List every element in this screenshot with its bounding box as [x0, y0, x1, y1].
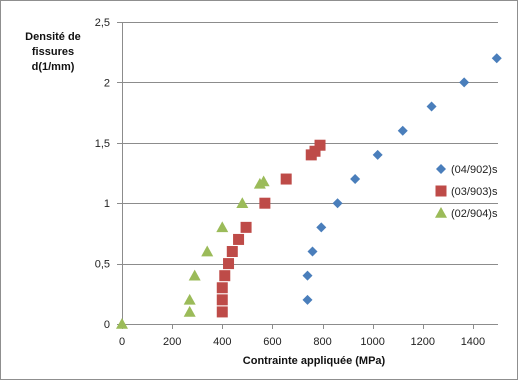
data-point-square	[309, 145, 321, 157]
series-3	[116, 175, 270, 329]
y-axis-label: Densité de fissures d(1/mm)	[12, 30, 94, 75]
x-tick-label: 800	[313, 336, 331, 348]
data-point-diamond	[426, 101, 437, 112]
data-point-triangle	[201, 245, 214, 257]
data-point-diamond	[302, 270, 313, 281]
axes	[117, 22, 498, 329]
y-axis-label-line-2: fissures	[31, 46, 75, 58]
data-points	[116, 53, 502, 329]
legend-entry: (04/902)s	[436, 164, 498, 176]
data-point-diamond	[316, 222, 327, 233]
data-point-diamond	[372, 149, 383, 160]
x-tick-label: 0	[119, 336, 125, 348]
data-point-triangle	[236, 197, 249, 208]
data-point-diamond	[332, 198, 343, 209]
data-point-square	[314, 139, 326, 151]
y-tick-labels: 0 0,5 1 1,5 2 2,5	[95, 17, 110, 331]
y-axis-label-line-1: Densité de	[25, 31, 81, 43]
data-point-square	[240, 221, 252, 233]
y-tick-label: 1,5	[95, 138, 110, 150]
legend-label: (04/902)s	[451, 164, 498, 176]
data-point-diamond	[350, 174, 361, 185]
legend-entry: (02/904)s	[435, 207, 498, 220]
y-tick-label: 2,5	[95, 17, 110, 29]
data-point-square	[259, 197, 271, 209]
data-point-diamond	[397, 125, 408, 136]
x-axis-label: Contrainte appliquée (MPa)	[243, 355, 386, 367]
series-1	[302, 53, 502, 305]
data-point-triangle	[116, 318, 128, 329]
data-point-triangle	[257, 175, 270, 187]
x-tick-label: 200	[163, 336, 181, 348]
data-point-diamond	[491, 53, 502, 64]
legend-marker-square	[435, 185, 447, 197]
y-tick-label: 1	[104, 198, 110, 210]
data-point-square	[216, 294, 228, 306]
grid-lines	[122, 22, 498, 265]
legend: (04/902)s (03/903)s (02/904)s	[435, 164, 498, 220]
legend-label: (02/904)s	[451, 208, 498, 220]
x-tick-label: 1200	[411, 336, 435, 348]
data-point-square	[280, 173, 292, 185]
data-point-triangle	[183, 305, 196, 317]
data-point-triangle	[216, 221, 229, 233]
data-point-square	[219, 270, 231, 282]
data-point-diamond	[459, 77, 470, 88]
data-point-square	[233, 233, 245, 245]
x-tick-label: 400	[213, 336, 231, 348]
data-point-diamond	[302, 294, 313, 305]
legend-marker-triangle	[435, 207, 447, 218]
series-2	[216, 139, 326, 318]
data-point-triangle	[188, 269, 201, 281]
y-tick-label: 0,5	[95, 259, 110, 271]
x-tick-labels: 0 200 400 600 800 1000 1200 1400	[119, 336, 485, 348]
x-tick-label: 600	[263, 336, 281, 348]
x-tick-label: 1400	[461, 336, 485, 348]
data-point-square	[216, 282, 228, 294]
y-tick-label: 0	[104, 319, 110, 331]
x-tick-label: 1000	[360, 336, 384, 348]
data-point-triangle	[183, 293, 196, 305]
data-point-square	[223, 258, 235, 270]
data-point-square	[226, 246, 238, 258]
y-tick-label: 2	[104, 77, 110, 89]
data-point-diamond	[307, 246, 318, 257]
y-axis-label-line-3: d(1/mm)	[31, 61, 75, 73]
data-point-square	[216, 306, 228, 318]
legend-marker-diamond	[436, 164, 446, 174]
legend-label: (03/903)s	[451, 186, 498, 198]
legend-entry: (03/903)s	[435, 185, 498, 198]
